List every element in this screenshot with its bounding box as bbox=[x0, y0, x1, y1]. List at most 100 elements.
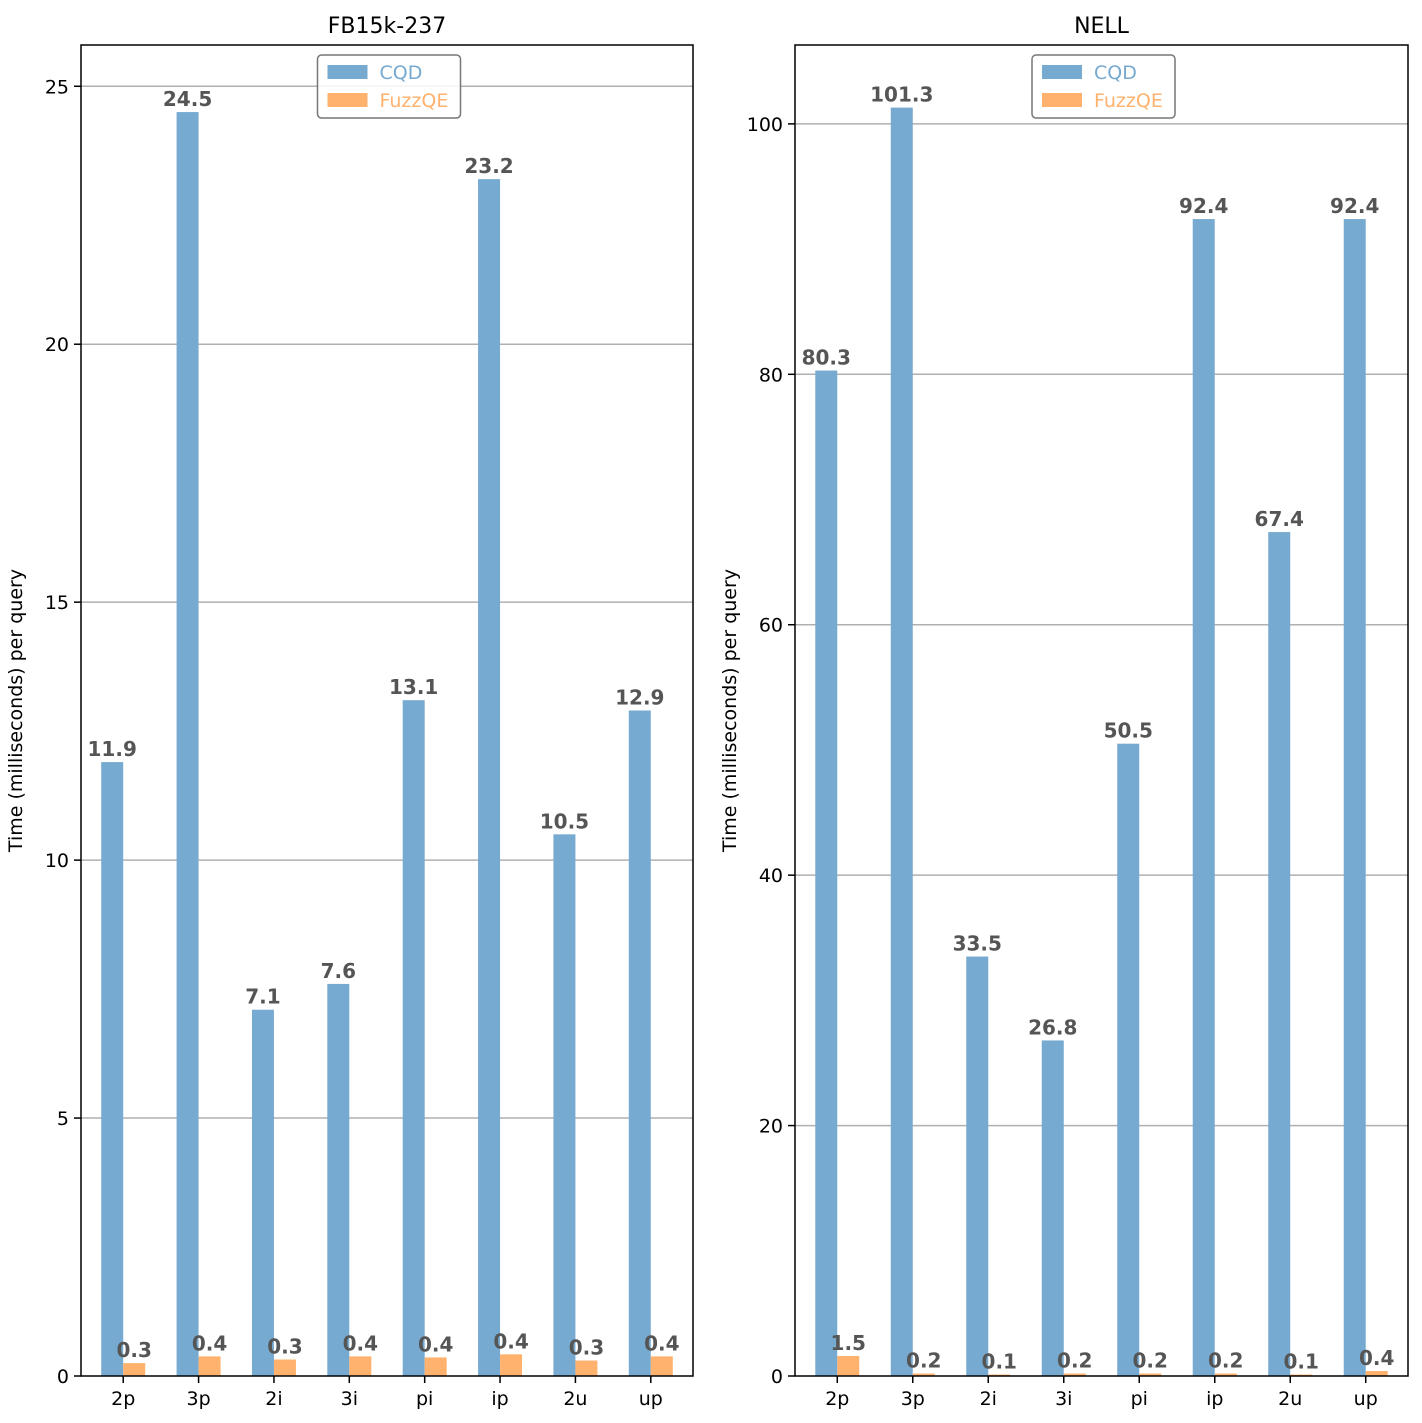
bar-fuzzqe-3i bbox=[1063, 1373, 1086, 1376]
x-tick-label: 3i bbox=[341, 1388, 358, 1410]
data-label: 92.4 bbox=[1330, 194, 1379, 218]
data-label: 0.2 bbox=[1057, 1348, 1092, 1372]
y-tick-label: 15 bbox=[45, 592, 69, 614]
data-label: 10.5 bbox=[540, 809, 589, 833]
bar-fuzzqe-pi bbox=[424, 1357, 447, 1376]
x-tick-label: pi bbox=[1131, 1388, 1148, 1410]
x-tick-label: 3p bbox=[186, 1388, 210, 1410]
legend: CQD FuzzQE bbox=[316, 54, 462, 119]
legend-label-cqd: CQD bbox=[1094, 62, 1137, 84]
data-label: 0.4 bbox=[192, 1331, 227, 1355]
data-label: 80.3 bbox=[802, 346, 851, 370]
x-tick-label: up bbox=[639, 1388, 663, 1410]
data-label: 0.3 bbox=[116, 1338, 151, 1362]
data-label: 0.2 bbox=[906, 1348, 941, 1372]
bar-fuzzqe-pi bbox=[1139, 1373, 1162, 1376]
bar-cqd-2i bbox=[251, 1009, 274, 1376]
legend-label-fuzzqe: FuzzQE bbox=[380, 90, 449, 112]
data-label: 7.1 bbox=[245, 985, 280, 1009]
bar-fuzzqe-2i bbox=[273, 1359, 296, 1376]
legend-swatch-fuzzqe bbox=[327, 93, 368, 107]
x-tick-label: ip bbox=[1206, 1388, 1223, 1410]
bar-cqd-up bbox=[1343, 219, 1366, 1377]
data-label: 1.5 bbox=[831, 1331, 866, 1355]
bar-cqd-up bbox=[628, 710, 651, 1376]
y-tick-label: 0 bbox=[57, 1366, 69, 1388]
bar-fuzzqe-up bbox=[1365, 1370, 1388, 1376]
bar-cqd-pi bbox=[1117, 743, 1140, 1376]
bar-fuzzqe-2u bbox=[575, 1360, 598, 1376]
x-tick-label: 2p bbox=[111, 1388, 135, 1410]
y-tick-label: 20 bbox=[45, 334, 69, 356]
legend-label-cqd: CQD bbox=[380, 62, 423, 84]
data-label: 67.4 bbox=[1255, 507, 1304, 531]
axes-frame bbox=[80, 44, 694, 1377]
bar-fuzzqe-2p bbox=[123, 1363, 146, 1376]
x-tick-label: ip bbox=[491, 1388, 508, 1410]
x-tick-label: pi bbox=[416, 1388, 433, 1410]
data-label: 0.4 bbox=[1359, 1346, 1394, 1370]
x-tick-label: 3p bbox=[901, 1388, 925, 1410]
x-tick-label: 3i bbox=[1055, 1388, 1072, 1410]
y-tick-label: 80 bbox=[759, 364, 783, 386]
x-tick-label: up bbox=[1354, 1388, 1378, 1410]
bar-cqd-3p bbox=[890, 107, 913, 1376]
bar-cqd-2u bbox=[1268, 532, 1291, 1376]
data-label: 26.8 bbox=[1028, 1015, 1077, 1039]
bar-fuzzqe-ip bbox=[1214, 1373, 1237, 1376]
y-tick-label: 0 bbox=[771, 1366, 783, 1388]
chart-panel-0: 11.9 24.5 7.1 7.6 13.1 23.2 10.5 12.9 0.3 0.4 0.3 0… bbox=[5, 14, 694, 1410]
data-label: 0.1 bbox=[982, 1349, 1017, 1373]
data-label: 33.5 bbox=[953, 932, 1002, 956]
bar-cqd-2p bbox=[101, 762, 124, 1376]
bar-fuzzqe-3i bbox=[349, 1356, 372, 1376]
bar-cqd-ip bbox=[478, 179, 501, 1376]
data-label: 0.2 bbox=[1208, 1348, 1243, 1372]
x-tick-label: 2i bbox=[980, 1388, 997, 1410]
y-axis-label: Time (milliseconds) per query bbox=[719, 569, 741, 853]
data-label: 13.1 bbox=[389, 675, 438, 699]
x-tick-label: 2u bbox=[1278, 1388, 1302, 1410]
bar-cqd-2p bbox=[815, 370, 838, 1377]
y-tick-label: 60 bbox=[759, 615, 783, 637]
bar-fuzzqe-3p bbox=[198, 1356, 221, 1376]
data-label: 0.2 bbox=[1133, 1348, 1168, 1372]
x-tick-label: 2p bbox=[825, 1388, 849, 1410]
y-tick-label: 20 bbox=[759, 1116, 783, 1138]
y-tick-label: 10 bbox=[45, 850, 69, 872]
data-label: 92.4 bbox=[1179, 194, 1228, 218]
data-label: 0.4 bbox=[644, 1331, 679, 1355]
data-label: 0.1 bbox=[1284, 1349, 1319, 1373]
bar-fuzzqe-3p bbox=[912, 1373, 935, 1376]
axes-frame bbox=[794, 44, 1409, 1377]
y-tick-label: 5 bbox=[57, 1108, 69, 1130]
data-label: 23.2 bbox=[464, 154, 513, 178]
data-label: 7.6 bbox=[321, 959, 356, 983]
bar-fuzzqe-2u bbox=[1290, 1374, 1313, 1376]
legend-swatch-cqd bbox=[327, 65, 368, 79]
bar-fuzzqe-2i bbox=[988, 1374, 1011, 1376]
legend-label-fuzzqe: FuzzQE bbox=[1094, 90, 1163, 112]
y-tick-label: 100 bbox=[747, 114, 783, 136]
data-label: 24.5 bbox=[163, 87, 212, 111]
data-label: 12.9 bbox=[615, 686, 664, 710]
bar-cqd-ip bbox=[1192, 219, 1215, 1377]
bar-cqd-3p bbox=[176, 112, 199, 1376]
data-label: 11.9 bbox=[88, 737, 137, 761]
bar-cqd-3i bbox=[327, 983, 350, 1376]
legend-swatch-cqd bbox=[1042, 65, 1082, 79]
y-axis-label: Time (milliseconds) per query bbox=[5, 569, 27, 853]
bar-fuzzqe-2p bbox=[837, 1355, 860, 1376]
legend: CQD FuzzQE bbox=[1031, 54, 1176, 119]
y-tick-label: 40 bbox=[759, 865, 783, 887]
x-tick-label: 2i bbox=[265, 1388, 282, 1410]
chart-title: FB15k-237 bbox=[328, 14, 446, 39]
bar-cqd-2i bbox=[966, 956, 989, 1376]
data-label: 0.3 bbox=[569, 1336, 604, 1360]
x-tick-label: 2u bbox=[563, 1388, 587, 1410]
data-label: 101.3 bbox=[870, 83, 933, 107]
y-tick-label: 25 bbox=[45, 76, 69, 98]
bar-cqd-3i bbox=[1041, 1040, 1064, 1376]
bar-cqd-2u bbox=[553, 834, 576, 1376]
